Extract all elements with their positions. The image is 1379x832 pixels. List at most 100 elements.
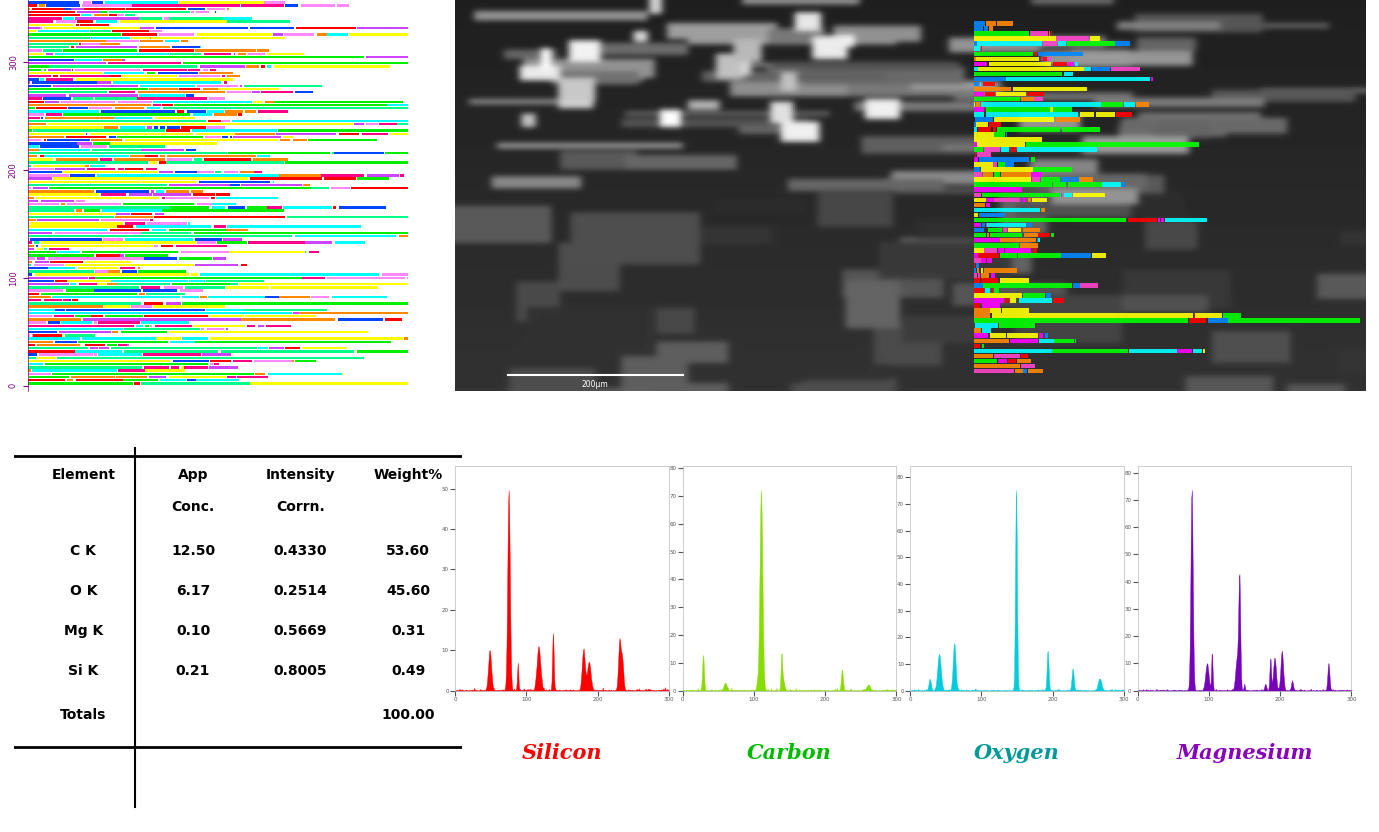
- Bar: [268, 66, 270, 67]
- Bar: [294, 312, 299, 314]
- Bar: [154, 116, 196, 119]
- Bar: [28, 177, 52, 180]
- Text: 200μm: 200μm: [582, 380, 608, 389]
- Bar: [182, 62, 408, 65]
- Bar: [90, 132, 193, 135]
- Bar: [28, 91, 108, 93]
- Bar: [258, 324, 263, 327]
- Bar: [208, 296, 265, 298]
- Bar: [241, 184, 302, 186]
- Bar: [1038, 238, 1040, 242]
- Bar: [996, 309, 1001, 313]
- Bar: [28, 62, 106, 65]
- Bar: [117, 136, 203, 138]
- Bar: [1084, 77, 1150, 82]
- Bar: [28, 245, 34, 247]
- Bar: [171, 366, 179, 369]
- Bar: [83, 23, 109, 26]
- Bar: [91, 139, 121, 141]
- Bar: [76, 68, 141, 71]
- Bar: [146, 293, 185, 295]
- Bar: [117, 101, 152, 103]
- Bar: [62, 171, 157, 173]
- Text: 0.49: 0.49: [392, 664, 425, 677]
- Bar: [164, 17, 170, 20]
- Bar: [149, 87, 178, 90]
- Bar: [83, 2, 91, 3]
- Bar: [207, 110, 223, 112]
- Bar: [248, 52, 265, 55]
- Bar: [1197, 319, 1207, 323]
- Bar: [974, 309, 990, 313]
- Bar: [974, 52, 1033, 57]
- Bar: [189, 222, 190, 225]
- Bar: [1027, 197, 1030, 202]
- Bar: [61, 321, 92, 324]
- Bar: [48, 187, 310, 190]
- Bar: [54, 315, 74, 318]
- Bar: [123, 33, 157, 36]
- Bar: [994, 132, 1004, 136]
- Bar: [97, 174, 279, 176]
- Bar: [114, 107, 145, 109]
- Bar: [102, 59, 123, 62]
- Bar: [974, 87, 1011, 92]
- Bar: [986, 112, 1078, 116]
- Bar: [79, 340, 168, 343]
- Bar: [404, 338, 408, 339]
- Bar: [1001, 147, 1009, 152]
- Bar: [975, 364, 1020, 369]
- Bar: [399, 235, 408, 237]
- Bar: [156, 338, 181, 339]
- Bar: [1071, 177, 1078, 182]
- Bar: [240, 85, 243, 87]
- Bar: [108, 283, 117, 285]
- Bar: [37, 248, 43, 250]
- Bar: [98, 321, 141, 324]
- Bar: [138, 270, 186, 273]
- Bar: [974, 253, 978, 258]
- Bar: [39, 366, 142, 369]
- Bar: [226, 328, 229, 330]
- Bar: [244, 85, 323, 87]
- Bar: [135, 225, 211, 228]
- Bar: [974, 172, 982, 177]
- Bar: [59, 75, 110, 77]
- Bar: [44, 363, 208, 365]
- Bar: [387, 104, 408, 106]
- Text: 6.17: 6.17: [177, 584, 210, 597]
- Bar: [974, 137, 976, 141]
- Bar: [245, 315, 316, 318]
- Bar: [986, 202, 990, 207]
- Bar: [976, 152, 992, 157]
- Bar: [982, 304, 1001, 308]
- Text: 0.2514: 0.2514: [273, 584, 328, 597]
- Bar: [210, 315, 244, 318]
- Bar: [357, 350, 408, 353]
- Bar: [273, 33, 283, 36]
- Bar: [978, 67, 1084, 72]
- Bar: [99, 347, 109, 349]
- Bar: [128, 193, 152, 196]
- Bar: [92, 149, 141, 151]
- Bar: [1007, 77, 1041, 82]
- Bar: [332, 151, 334, 154]
- Bar: [205, 136, 221, 138]
- Bar: [237, 376, 268, 379]
- Bar: [1018, 359, 1031, 364]
- Bar: [37, 219, 99, 221]
- Bar: [37, 257, 46, 260]
- Bar: [63, 49, 137, 52]
- Bar: [1067, 42, 1114, 46]
- Bar: [109, 91, 135, 93]
- Bar: [196, 132, 236, 135]
- Bar: [143, 302, 163, 305]
- Bar: [154, 213, 164, 215]
- Bar: [228, 75, 240, 77]
- Bar: [43, 97, 70, 100]
- Bar: [108, 344, 117, 346]
- Bar: [1022, 97, 1033, 102]
- Bar: [57, 21, 76, 22]
- Bar: [974, 157, 979, 162]
- Bar: [32, 82, 97, 84]
